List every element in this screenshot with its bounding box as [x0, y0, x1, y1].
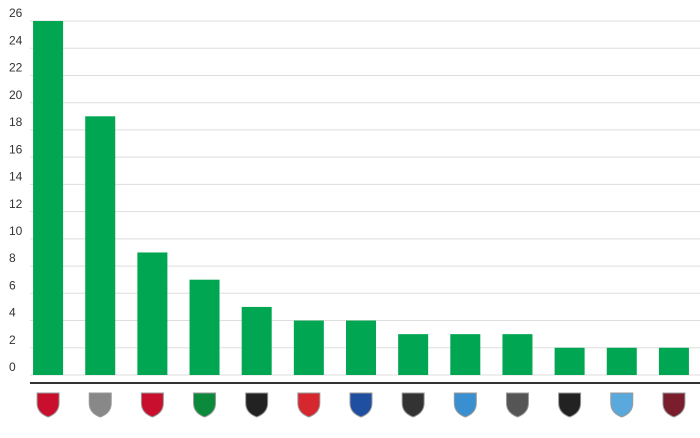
y-tick-label: 6 — [9, 278, 16, 292]
team-crest — [349, 392, 373, 418]
team-crest — [140, 392, 164, 418]
bar — [450, 334, 481, 375]
team-crest — [245, 392, 269, 418]
y-tick-label: 18 — [9, 115, 23, 129]
team-crest — [297, 392, 321, 418]
y-tick-label: 2 — [9, 333, 16, 347]
y-tick-label: 4 — [9, 306, 16, 320]
team-crest — [610, 392, 634, 418]
bar — [137, 252, 168, 375]
bar — [293, 320, 324, 375]
bar — [658, 347, 689, 375]
y-tick-label: 8 — [9, 251, 16, 265]
y-tick-label: 22 — [9, 61, 23, 75]
team-crest — [36, 392, 60, 418]
team-crest — [401, 392, 425, 418]
y-tick-label: 14 — [9, 170, 23, 184]
bar — [346, 320, 376, 375]
y-tick-label: 12 — [9, 197, 23, 211]
bar — [502, 334, 533, 375]
y-tick-label: 16 — [9, 142, 23, 156]
y-tick-label: 10 — [9, 224, 23, 238]
bar — [85, 116, 116, 376]
bar — [189, 279, 220, 375]
bar — [606, 347, 637, 375]
team-crest — [453, 392, 477, 418]
y-tick-label: 26 — [9, 6, 23, 20]
bar — [554, 347, 585, 375]
y-tick-label: 24 — [9, 33, 23, 47]
team-crest — [193, 392, 217, 418]
team-crest — [558, 392, 582, 418]
team-crest — [505, 392, 529, 418]
bar — [241, 306, 272, 375]
y-tick-label: 20 — [9, 88, 23, 102]
team-crest — [662, 392, 686, 418]
y-tick-label: 0 — [9, 360, 16, 374]
bar — [33, 21, 64, 375]
bar — [398, 334, 429, 375]
team-crest — [88, 392, 112, 418]
